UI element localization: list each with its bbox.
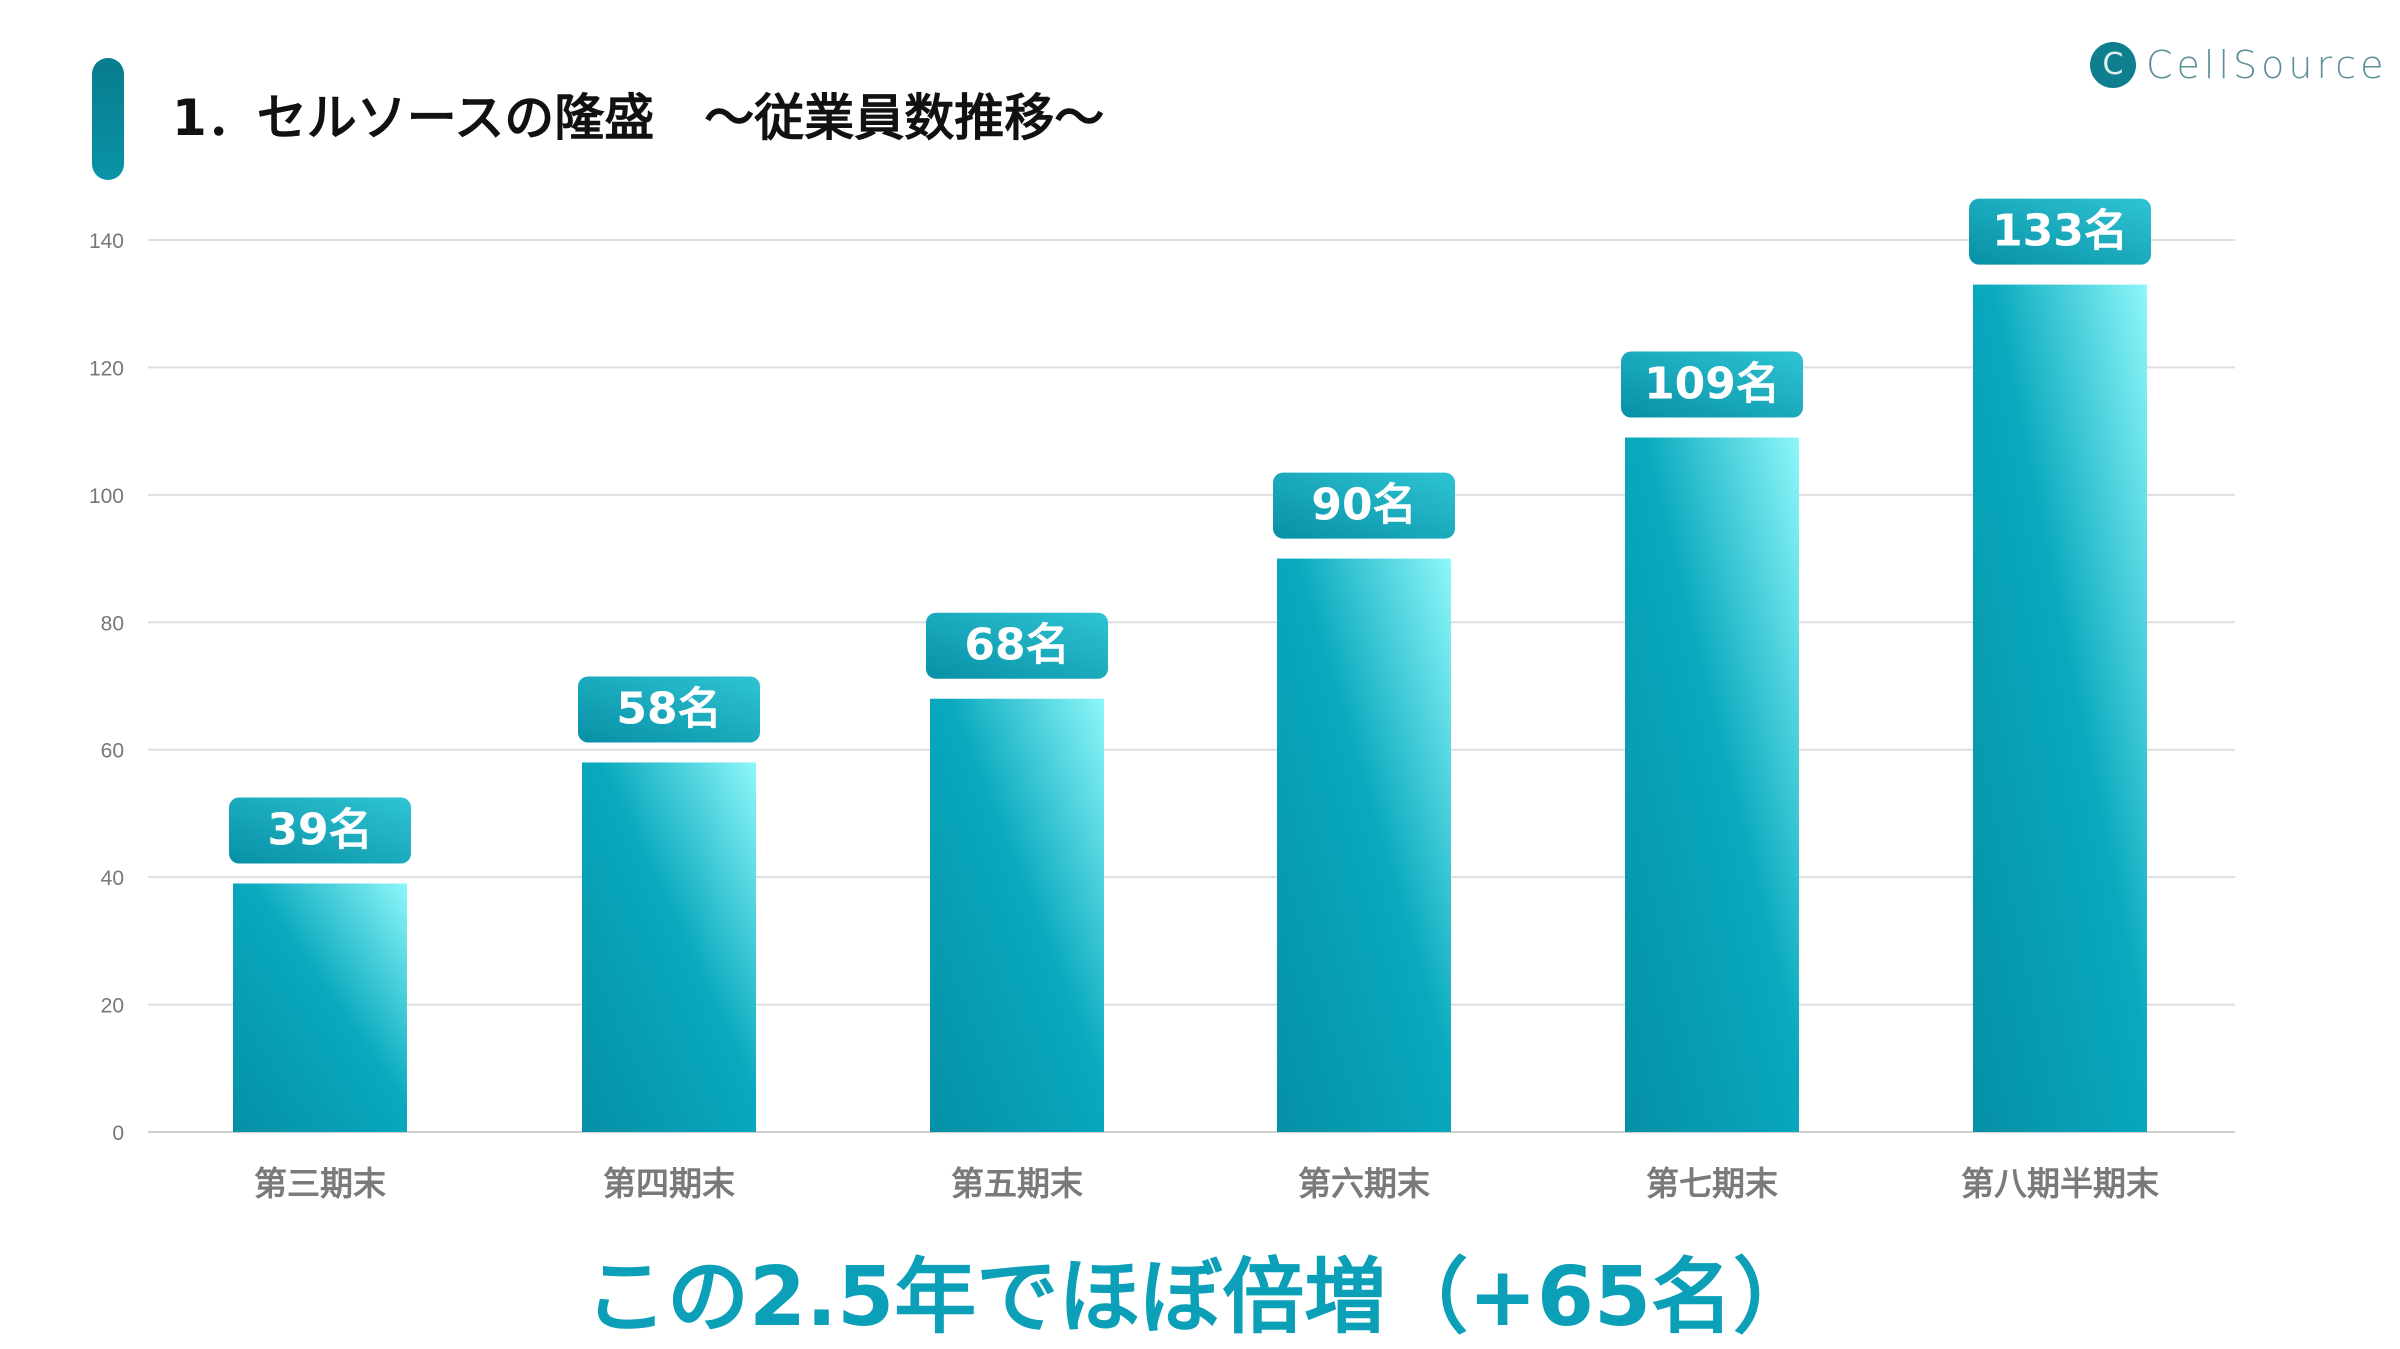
cellsource-logo: C CellSource	[2090, 42, 2388, 88]
title-accent-bar	[92, 58, 124, 180]
summary-headline: この2.5年でほぼ倍増（+65名）	[584, 1250, 1816, 1345]
y-tick-label: 20	[101, 995, 124, 1018]
bar	[1277, 558, 1451, 1132]
x-tick-label: 第六期末	[1298, 1164, 1430, 1203]
data-label-box	[1621, 351, 1803, 418]
bar	[1973, 284, 2147, 1133]
logo-mark-icon: C	[2090, 42, 2136, 88]
x-tick-label: 第三期末	[254, 1164, 386, 1203]
y-tick-label: 0	[112, 1122, 124, 1145]
y-tick-label: 40	[101, 867, 124, 890]
y-tick-label: 100	[89, 485, 124, 508]
logo-text: CellSource	[2146, 43, 2388, 87]
data-label-box	[926, 612, 1108, 679]
y-tick-label: 140	[89, 230, 124, 253]
y-tick-label: 120	[89, 357, 124, 380]
bar	[930, 698, 1104, 1132]
data-label: 58名	[616, 683, 721, 734]
x-tick-label: 第七期末	[1646, 1164, 1778, 1203]
bar	[1625, 437, 1799, 1132]
data-label: 39名	[267, 805, 372, 856]
bar	[582, 762, 756, 1132]
y-tick-label: 60	[101, 740, 124, 763]
data-label-box	[1969, 198, 2151, 265]
y-tick-label: 80	[101, 612, 124, 635]
data-label-box	[1273, 472, 1455, 539]
data-label: 133名	[1992, 206, 2128, 257]
x-tick-label: 第八期半期末	[1961, 1164, 2159, 1203]
data-label: 68名	[964, 620, 1069, 671]
x-tick-label: 第五期末	[951, 1164, 1083, 1203]
data-label-box	[578, 676, 760, 743]
x-tick-label: 第四期末	[603, 1164, 735, 1203]
data-label: 109名	[1644, 359, 1780, 410]
bar	[233, 883, 407, 1132]
data-label: 90名	[1311, 480, 1416, 531]
data-label-box	[229, 797, 411, 864]
page-title: 1．セルソースの隆盛 ～従業員数推移～	[172, 89, 1105, 147]
